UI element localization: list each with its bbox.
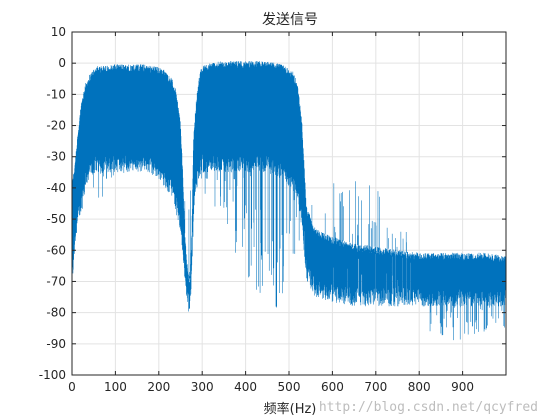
x-tick-label: 600 xyxy=(321,380,344,394)
y-tick-label: -80 xyxy=(46,306,66,320)
y-tick-label: -40 xyxy=(46,181,66,195)
x-axis-label: 频率(Hz) xyxy=(264,401,317,417)
y-tick-label: -30 xyxy=(46,150,66,164)
x-tick-label: 700 xyxy=(364,380,387,394)
chart-title: 发送信号 xyxy=(262,12,318,28)
y-tick-label: 10 xyxy=(51,25,66,39)
x-tick-label: 400 xyxy=(234,380,257,394)
x-tick-label: 900 xyxy=(451,380,474,394)
y-tick-labels: 10 0 -10 -20 -30 -40 -50 -60 -70 -80 -90 -100 xyxy=(39,25,66,382)
axes xyxy=(71,31,507,376)
y-tick-label: -10 xyxy=(46,87,66,101)
x-tick-label: 500 xyxy=(278,380,301,394)
x-tick-label: 800 xyxy=(408,380,431,394)
y-tick-label: -70 xyxy=(46,274,66,288)
y-tick-label: -60 xyxy=(46,243,66,257)
x-tick-label: 0 xyxy=(68,380,76,394)
x-tick-label: 100 xyxy=(104,380,127,394)
y-tick-label: -20 xyxy=(46,119,66,133)
y-tick-label: 0 xyxy=(58,56,66,70)
y-tick-label: -90 xyxy=(46,337,66,351)
watermark-text: http://blog.csdn.net/qcyfred xyxy=(319,400,538,415)
x-tick-labels: 0 100 200 300 400 500 600 700 800 900 xyxy=(68,380,474,394)
y-tick-label: -100 xyxy=(39,368,66,382)
x-tick-label: 300 xyxy=(191,380,214,394)
y-tick-label: -50 xyxy=(46,212,66,226)
x-tick-label: 200 xyxy=(147,380,170,394)
